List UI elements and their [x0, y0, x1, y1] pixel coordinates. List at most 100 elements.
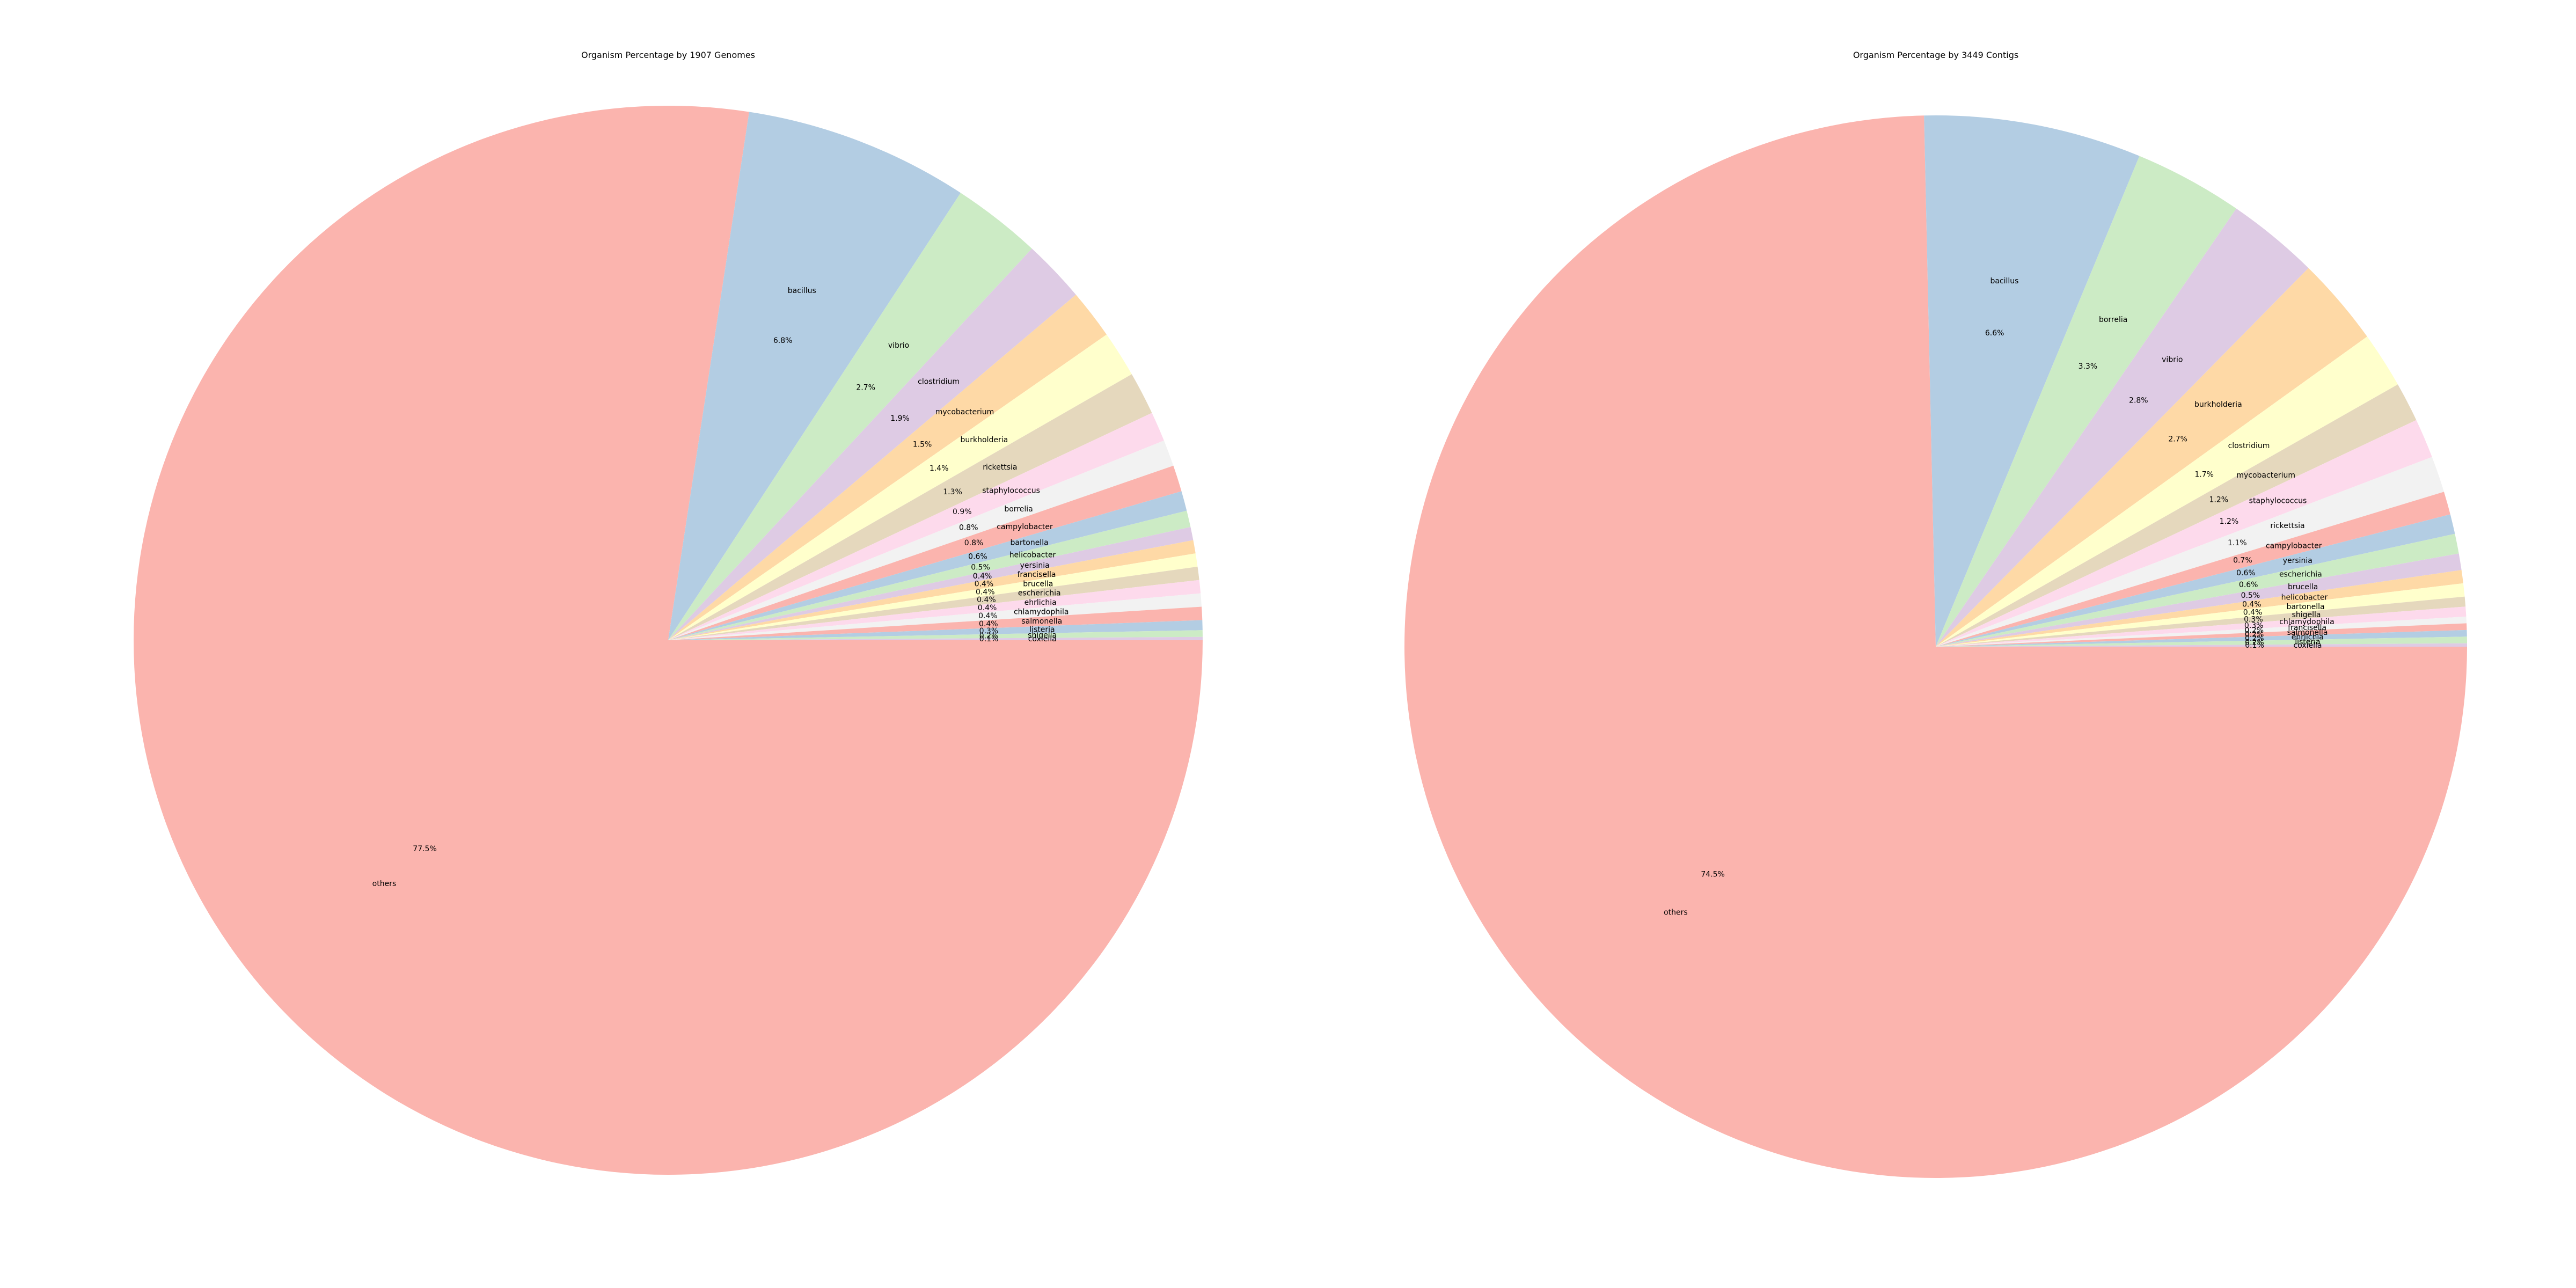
pct-label-rickettsia: 1.1%	[2228, 539, 2247, 547]
pct-label-listeria: 0.3%	[979, 627, 999, 635]
pie-slice-vibrio	[668, 193, 1032, 641]
slice-label-listeria: listeria	[2295, 638, 2320, 646]
slice-label-bartonella: bartonella	[2286, 603, 2324, 611]
pie-slice-listeria	[1936, 636, 2467, 647]
pct-label-vibrio: 2.8%	[2129, 397, 2148, 405]
pct-label-francisella: 0.2%	[2244, 626, 2264, 635]
pct-label-shigella: 0.2%	[979, 632, 999, 640]
pct-label-yersinia: 0.4%	[973, 572, 992, 581]
slice-label-burkholderia: burkholderia	[961, 436, 1008, 444]
pie-slice-shigella	[668, 630, 1203, 640]
slice-label-vibrio: vibrio	[2162, 355, 2183, 364]
pie-slice-chlamydophila	[668, 593, 1202, 640]
slice-label-shigella: shigella	[2292, 611, 2321, 619]
pct-label-campylobacter: 0.7%	[2233, 556, 2252, 565]
pct-label-others: 74.5%	[1701, 870, 1724, 879]
slice-label-ehrlichia: ehrlichia	[2292, 633, 2324, 642]
slice-label-others: others	[1664, 908, 1688, 917]
pct-label-others: 77.5%	[413, 845, 436, 853]
slice-label-clostridium: clostridium	[2228, 442, 2270, 450]
pct-label-chlamydophila: 0.4%	[978, 612, 998, 620]
slice-label-ehrlichia: ehrlichia	[1024, 598, 1057, 607]
pie-slice-others	[1404, 115, 2467, 1178]
pct-label-borrelia: 0.8%	[959, 524, 978, 532]
slice-label-brucella: brucella	[2288, 583, 2318, 591]
pct-label-brucella: 0.4%	[976, 588, 995, 596]
pct-label-yersinia: 0.6%	[2236, 569, 2256, 577]
slice-label-shigella: shigella	[1028, 631, 1057, 640]
slice-label-bacillus: bacillus	[788, 287, 816, 295]
pie-slice-bacillus	[668, 112, 961, 640]
pie-slice-borrelia	[1936, 156, 2237, 647]
pie-slice-brucella	[668, 553, 1198, 640]
slice-label-brucella: brucella	[1023, 580, 1053, 588]
pct-label-rickettsia: 1.3%	[943, 488, 962, 496]
slice-label-francisella: francisella	[1017, 570, 1056, 579]
slice-label-vibrio: vibrio	[888, 341, 909, 350]
pct-label-coxiella: 0.1%	[979, 635, 999, 643]
pie-slice-clostridium	[1936, 336, 2398, 647]
pct-label-helicobacter: 0.5%	[971, 563, 990, 572]
pct-label-francisella: 0.4%	[975, 580, 994, 589]
pie-slice-campylobacter	[668, 465, 1182, 640]
pct-label-escherichia: 0.4%	[977, 596, 996, 604]
pct-label-mycobacterium: 1.5%	[913, 441, 932, 449]
pct-label-salmonella: 0.2%	[2245, 631, 2264, 639]
slice-label-chlamydophila: chlamydophila	[2279, 618, 2334, 626]
pie-slice-vibrio	[1936, 208, 2309, 647]
slice-label-mycobacterium: mycobacterium	[935, 408, 994, 416]
pct-label-listeria: 0.2%	[2245, 639, 2264, 647]
slice-label-campylobacter: campylobacter	[2266, 542, 2322, 551]
pct-label-brucella: 0.5%	[2241, 591, 2260, 600]
pie-slice-staphylococcus	[668, 413, 1164, 640]
pie-slice-brucella	[1936, 553, 2462, 647]
pct-label-mycobacterium: 1.2%	[2209, 496, 2229, 504]
slice-label-yersinia: yersinia	[2283, 557, 2312, 565]
pct-label-bartonella: 0.4%	[2243, 609, 2263, 617]
pie-slice-campylobacter	[1936, 492, 2450, 647]
pct-label-salmonella: 0.4%	[979, 620, 998, 628]
slice-label-campylobacter: campylobacter	[997, 523, 1053, 531]
genomes-slices	[134, 106, 1203, 1175]
slice-label-coxiella: coxiella	[1028, 635, 1057, 643]
pie-slice-salmonella	[668, 606, 1203, 640]
slice-label-rickettsia: rickettsia	[983, 463, 1017, 472]
slice-label-coxiella: coxiella	[2294, 641, 2322, 650]
pct-label-borrelia: 3.3%	[2079, 362, 2098, 371]
slice-label-listeria: listeria	[1029, 625, 1055, 634]
pie-slice-burkholderia	[1936, 268, 2367, 647]
slice-label-escherichia: escherichia	[1018, 589, 1061, 598]
pie-slice-mycobacterium	[1936, 384, 2417, 647]
slice-label-francisella: francisella	[2288, 624, 2326, 632]
slice-label-borrelia: borrelia	[2099, 316, 2127, 324]
pct-label-vibrio: 2.7%	[856, 383, 875, 392]
pie-slice-francisella	[668, 540, 1196, 640]
genomes-labels: 77.5% others 6.8% bacillus 2.7% vibrio 1.9% clo…	[372, 287, 1069, 888]
pie-slice-bartonella	[1936, 583, 2465, 647]
contigs-labels: 74.5% others 6.6% bacillus 3.3% borrelia 2.8% v…	[1664, 277, 2334, 917]
pct-label-bartonella: 0.6%	[968, 552, 987, 561]
pie-slice-mycobacterium	[668, 295, 1107, 640]
slice-label-helicobacter: helicobacter	[1009, 551, 1056, 560]
pie-slice-yersinia	[668, 527, 1194, 640]
pct-label-chlamydophila: 0.3%	[2244, 621, 2264, 630]
pct-label-clostridium: 1.7%	[2194, 471, 2214, 479]
pie-slice-clostridium	[668, 248, 1076, 640]
pie-slice-coxiella	[1936, 643, 2467, 647]
pct-label-ehrlichia: 0.2%	[2245, 634, 2264, 643]
pct-label-staphylococcus: 0.9%	[953, 508, 972, 516]
slice-label-burkholderia: burkholderia	[2194, 400, 2242, 409]
slice-label-bacillus: bacillus	[1990, 277, 2018, 286]
pie-slice-yersinia	[1936, 514, 2455, 647]
slice-label-helicobacter: helicobacter	[2281, 594, 2328, 602]
genomes-pie-chart: Organism Percentage by 1907 Genomes 77.5…	[134, 50, 1203, 1175]
pie-slice-coxiella	[668, 636, 1203, 640]
pct-label-staphylococcus: 1.2%	[2220, 517, 2239, 526]
pie-slice-salmonella	[1936, 623, 2467, 647]
contigs-chart-title: Organism Percentage by 3449 Contigs	[1853, 50, 2018, 60]
genomes-chart-title: Organism Percentage by 1907 Genomes	[581, 50, 755, 60]
slice-label-bartonella: bartonella	[1011, 538, 1049, 547]
slice-label-clostridium: clostridium	[918, 377, 960, 386]
pie-slice-rickettsia	[668, 374, 1152, 640]
pie-slice-bacillus	[1924, 115, 2140, 647]
